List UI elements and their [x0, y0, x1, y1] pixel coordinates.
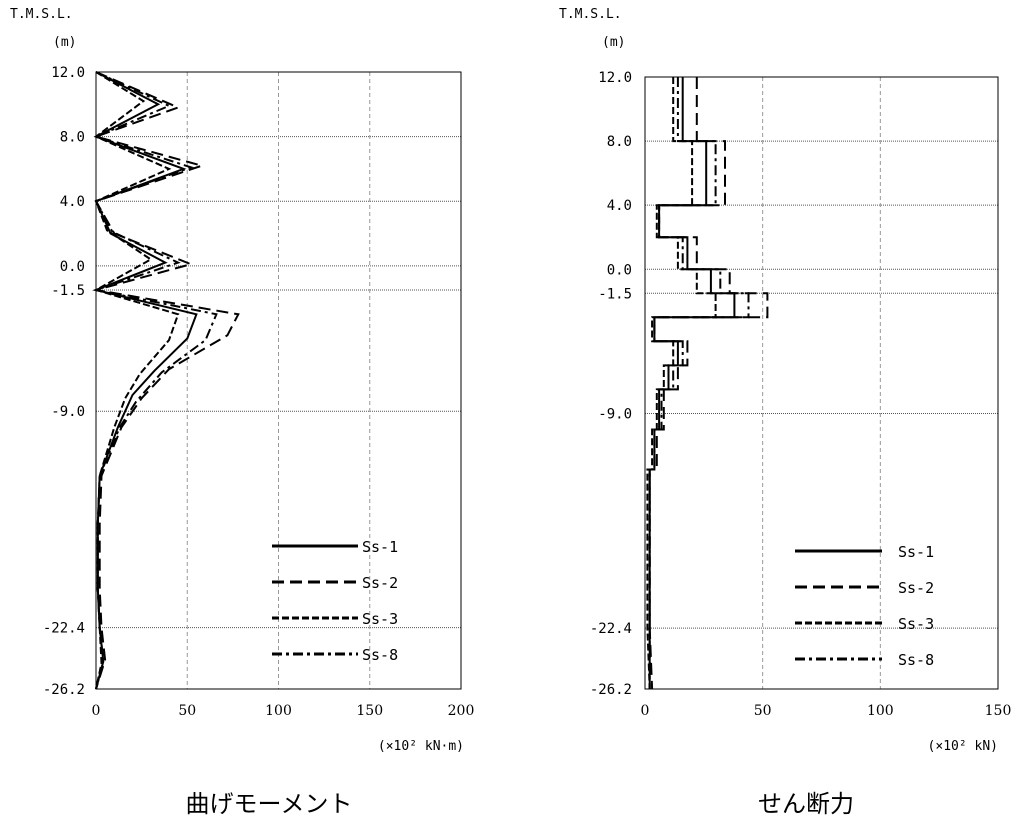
y-tick-label: -9.0: [598, 406, 632, 422]
bending-moment-chart: T.M.S.L. (m) 12.0 8.0 4.0 0.0 -1.5 -9.0 -22.4 -26…: [10, 7, 475, 818]
legend-label-ss-1: Ss-1: [898, 543, 934, 561]
chart-caption: 曲げモーメント: [185, 790, 352, 818]
y-tick-label: -22.4: [43, 621, 85, 637]
series-line-ss-1: [92, 71, 198, 690]
y-tick-label: 8.0: [607, 134, 632, 150]
plot-frame: [644, 76, 999, 690]
series-line-ss-8: [92, 71, 218, 690]
y-tick-label: -26.2: [43, 682, 85, 698]
y-tick-label: 12.0: [51, 65, 85, 81]
y-tick-label: 4.0: [60, 194, 85, 210]
legend-label-ss-8: Ss-8: [898, 651, 934, 669]
shear-force-chart: T.M.S.L. (m) 12.0 8.0 4.0 0.0 -1.5 -9.0 -22.4 -26…: [512, 0, 1024, 821]
x-unit-label: (×10² kN·m): [378, 739, 464, 754]
x-tick-label: 150: [356, 703, 383, 719]
elevation-unit: (m): [602, 35, 625, 50]
y-tick-label: -9.0: [51, 404, 85, 420]
y-tick-label: -1.5: [598, 286, 632, 302]
y-tick-label: 8.0: [60, 130, 85, 146]
y-tick-label: -26.2: [590, 682, 632, 698]
legend-label-ss-2: Ss-2: [898, 579, 934, 597]
y-tick-label: -22.4: [590, 621, 632, 637]
series-line-ss-8: [648, 77, 750, 689]
elevation-label: T.M.S.L.: [10, 7, 73, 22]
chart-caption: せん断力: [758, 790, 854, 818]
legend-label-ss-2: Ss-2: [362, 574, 398, 592]
series-line-ss-3: [646, 77, 717, 690]
x-tick-label: 0: [92, 703, 101, 719]
legend-label-ss-3: Ss-3: [898, 615, 934, 633]
x-tick-label: 200: [448, 703, 475, 719]
bending-moment-plot: T.M.S.L. (m) 12.0 8.0 4.0 0.0 -1.5 -9.0 -22.4 -26…: [10, 7, 475, 818]
x-tick-label: 50: [178, 703, 196, 719]
y-tick-label: -1.5: [51, 283, 85, 299]
x-tick-label: 0: [641, 703, 650, 719]
elevation-unit: (m): [53, 35, 76, 50]
legend-label-ss-8: Ss-8: [362, 646, 398, 664]
x-tick-label: 50: [754, 703, 772, 719]
y-tick-label: 0.0: [60, 259, 85, 275]
x-unit-label: (×10² kN): [928, 739, 998, 754]
legend-label-ss-1: Ss-1: [362, 538, 398, 556]
x-tick-label: 100: [867, 703, 894, 719]
y-tick-label: 4.0: [607, 198, 632, 214]
elevation-label: T.M.S.L.: [559, 7, 622, 22]
series-line-ss-3: [93, 71, 180, 690]
x-tick-label: 100: [265, 703, 292, 719]
legend-label-ss-3: Ss-3: [362, 610, 398, 628]
y-tick-label: 12.0: [598, 70, 632, 86]
series-line-ss-2: [648, 77, 769, 690]
plot-frame: [95, 71, 462, 690]
series-line-ss-2: [92, 71, 240, 690]
shear-force-plot: T.M.S.L. (m) 12.0 8.0 4.0 0.0 -1.5 -9.0 -22.4 -26…: [559, 7, 1012, 818]
y-tick-label: 0.0: [607, 262, 632, 278]
x-tick-label: 150: [985, 703, 1012, 719]
